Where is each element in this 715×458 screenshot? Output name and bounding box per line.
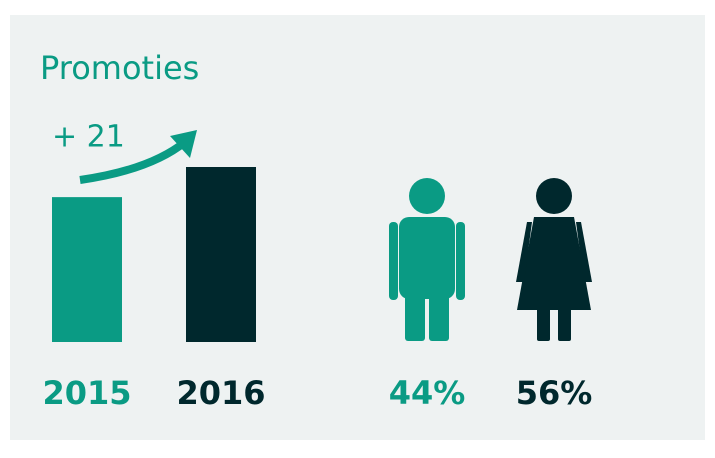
category-label: 2015 [42,374,131,412]
bar [186,167,256,342]
arrow [79,138,188,184]
annotation: + 21 [52,120,125,155]
value-label: 56% [516,374,593,412]
woman-icon [516,178,592,341]
category-label: 2016 [176,374,265,412]
arrow-head [170,130,197,158]
chart-title: Promoties [40,49,199,87]
panel [10,15,705,440]
value-label: 44% [389,374,466,412]
bar [52,197,122,342]
man-icon [389,178,465,341]
